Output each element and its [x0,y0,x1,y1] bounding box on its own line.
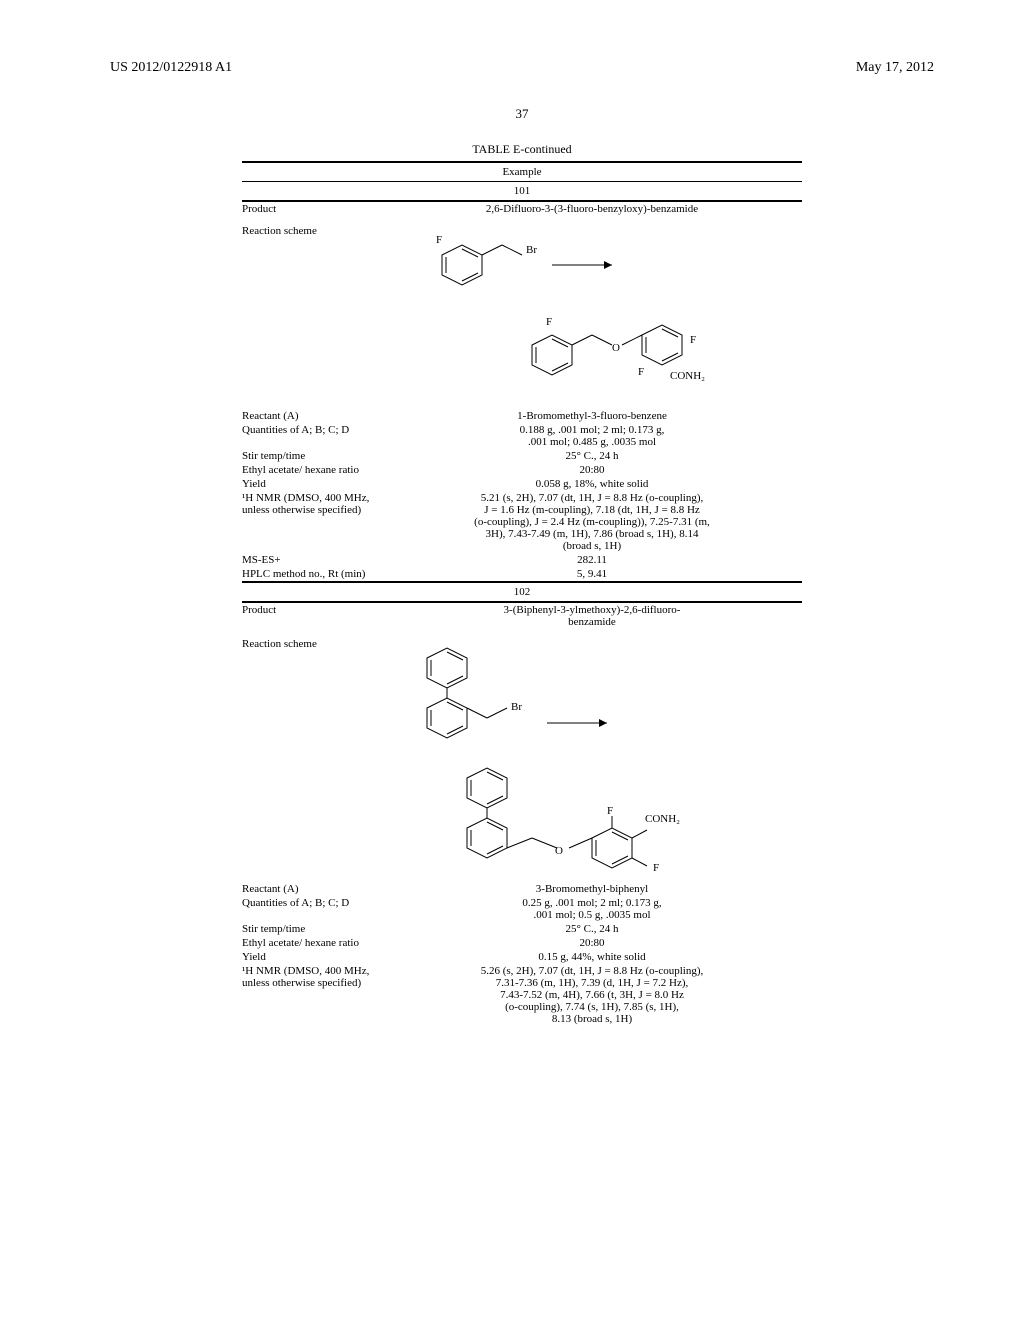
svg-text:F: F [546,316,552,328]
stir-label: Stir temp/time [242,923,382,935]
svg-text:CONH₂: CONH₂ [645,813,680,825]
table-title: TABLE E-continued [242,142,802,157]
nmr-value: 5.21 (s, 2H), 7.07 (dt, 1H, J = 8.8 Hz (… [382,492,802,552]
example-number: 101 [242,182,802,200]
reactant-a-value: 3-Bromomethyl-biphenyl [382,883,802,895]
product-label: Product [242,203,382,215]
svg-text:O: O [555,845,563,857]
nmr-value: 5.26 (s, 2H), 7.07 (dt, 1H, J = 8.8 Hz (… [382,965,802,1025]
reactant-a-label: Reactant (A) [242,410,382,422]
quantities-value: 0.25 g, .001 mol; 2 ml; 0.173 g, .001 mo… [382,897,802,921]
nmr-label: ¹H NMR (DMSO, 400 MHz, unless otherwise … [242,965,382,989]
ms-label: MS-ES+ [242,554,382,566]
quantities-label: Quantities of A; B; C; D [242,424,382,436]
publication-number: US 2012/0122918 A1 [110,60,232,76]
page-number: 37 [110,106,934,122]
reactant-a-label: Reactant (A) [242,883,382,895]
reactant-a-value: 1-Bromomethyl-3-fluoro-benzene [382,410,802,422]
scheme-label: Reaction scheme [242,225,382,405]
nmr-label: ¹H NMR (DMSO, 400 MHz, unless otherwise … [242,492,382,516]
example-label: Example [242,163,802,181]
svg-text:Br: Br [511,701,522,713]
reaction-scheme-102: Br [382,638,802,878]
stir-label: Stir temp/time [242,450,382,462]
ms-value: 282.11 [382,554,802,566]
stir-value: 25° C., 24 h [382,923,802,935]
yield-value: 0.15 g, 44%, white solid [382,951,802,963]
ratio-value: 20:80 [382,464,802,476]
ratio-label: Ethyl acetate/ hexane ratio [242,464,382,476]
hplc-label: HPLC method no., Rt (min) [242,568,382,580]
svg-text:CONH₂: CONH₂ [670,370,705,382]
svg-text:F: F [653,862,659,874]
reaction-scheme-101: F Br [382,225,802,405]
quantities-value: 0.188 g, .001 mol; 2 ml; 0.173 g, .001 m… [382,424,802,448]
publication-date: May 17, 2012 [856,60,934,76]
yield-label: Yield [242,478,382,490]
svg-text:O: O [612,342,620,354]
example-number: 102 [242,583,802,601]
yield-value: 0.058 g, 18%, white solid [382,478,802,490]
product-label: Product [242,604,382,616]
ratio-value: 20:80 [382,937,802,949]
molecule-scheme-102: Br [397,638,787,878]
ratio-label: Ethyl acetate/ hexane ratio [242,937,382,949]
svg-text:F: F [436,234,442,246]
hplc-value: 5, 9.41 [382,568,802,580]
molecule-scheme-101: F Br [412,225,772,405]
svg-text:Br: Br [526,244,537,256]
svg-text:F: F [638,366,644,378]
scheme-label: Reaction scheme [242,638,382,878]
svg-text:F: F [607,805,613,817]
yield-label: Yield [242,951,382,963]
quantities-label: Quantities of A; B; C; D [242,897,382,909]
stir-value: 25° C., 24 h [382,450,802,462]
svg-text:F: F [690,334,696,346]
product-value: 2,6-Difluoro-3-(3-fluoro-benzyloxy)-benz… [382,203,802,215]
page-header: US 2012/0122918 A1 May 17, 2012 [110,60,934,76]
product-value: 3-(Biphenyl-3-ylmethoxy)-2,6-difluoro- b… [382,604,802,628]
table-e: TABLE E-continued Example 101 Product 2,… [242,142,802,1026]
